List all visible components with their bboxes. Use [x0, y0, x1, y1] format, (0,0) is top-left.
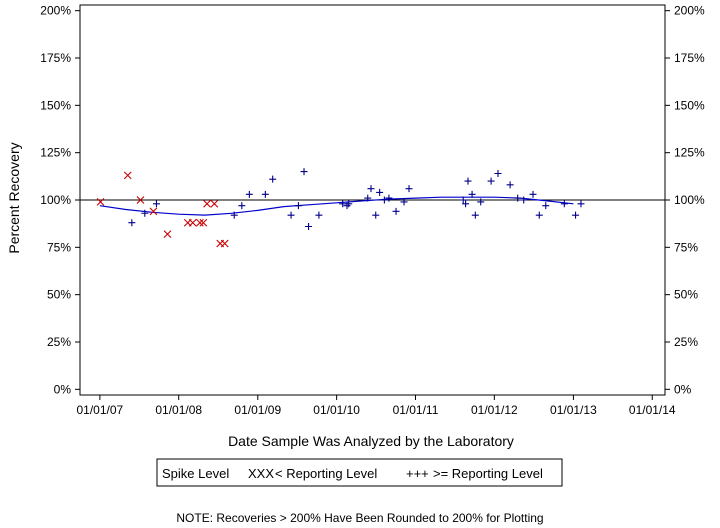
trend-line-group — [99, 196, 574, 216]
point-above-reporting-level — [520, 196, 528, 204]
y-axis-title: Percent Recovery — [6, 142, 22, 253]
y-tick-label-left: 0% — [54, 382, 72, 396]
point-above-reporting-level — [305, 223, 313, 231]
point-above-reporting-level — [535, 211, 543, 219]
point-above-reporting-level — [343, 202, 351, 210]
point-above-reporting-level — [152, 200, 160, 208]
point-above-reporting-level — [471, 211, 479, 219]
legend-label-below-rl: < Reporting Level — [275, 466, 377, 481]
y-tick-label-right: 0% — [674, 382, 692, 396]
point-above-reporting-level — [542, 202, 550, 210]
point-below-reporting-level — [149, 207, 158, 216]
point-above-reporting-level — [400, 198, 408, 206]
point-above-reporting-level — [494, 169, 502, 177]
point-above-reporting-level — [367, 185, 375, 193]
point-below-reporting-level — [188, 218, 197, 227]
legend-glyph-above-rl: +++ — [406, 466, 429, 481]
y-tick-label-right: 25% — [674, 335, 698, 349]
y-tick-label-right: 175% — [674, 51, 705, 65]
point-above-reporting-level — [238, 202, 246, 210]
y-tick-label-left: 150% — [40, 98, 71, 112]
x-tick-label: 01/01/11 — [393, 403, 439, 417]
x-tick-label: 01/01/13 — [550, 403, 597, 417]
y-tick-label-left: 125% — [40, 146, 71, 160]
y-tick-label-left: 50% — [47, 288, 71, 302]
point-above-reporting-level — [300, 168, 308, 176]
y-tick-label-left: 100% — [40, 193, 71, 207]
point-above-reporting-level — [506, 181, 514, 189]
point-above-reporting-level — [459, 196, 467, 204]
x-tick-label: 01/01/12 — [471, 403, 518, 417]
point-above-reporting-level — [141, 209, 149, 217]
y-axis-right: 0% 25% 50% 75% 100% 125% 150% 175% 200% — [665, 4, 705, 396]
point-below-reporting-level — [210, 199, 219, 208]
x-tick-label: 01/01/07 — [77, 403, 124, 417]
plotting-note: NOTE: Recoveries > 200% Have Been Rounde… — [176, 511, 543, 525]
legend-title: Spike Level — [162, 466, 229, 481]
trend-line — [99, 196, 574, 216]
point-below-reporting-level — [96, 198, 105, 206]
point-above-reporting-level — [392, 207, 400, 215]
x-tick-label: 01/01/08 — [155, 403, 202, 417]
point-above-reporting-level — [380, 196, 388, 204]
point-above-reporting-level — [529, 190, 537, 198]
point-above-reporting-level — [560, 200, 568, 208]
x-tick-label: 01/01/14 — [629, 403, 676, 417]
point-above-reporting-level — [230, 211, 238, 219]
x-axis: 01/01/07 01/01/08 01/01/09 01/01/10 01/01/11… — [77, 395, 676, 417]
point-below-reporting-level — [199, 218, 208, 227]
data-points — [96, 168, 585, 248]
point-above-reporting-level — [128, 219, 136, 227]
y-tick-label-left: 175% — [40, 51, 71, 65]
point-above-reporting-level — [245, 190, 253, 198]
point-above-reporting-level — [464, 177, 472, 185]
point-above-reporting-level — [269, 175, 277, 183]
point-above-reporting-level — [261, 190, 269, 198]
y-axis-left: 0% 25% 50% 75% 100% 125% 150% 175% 200% — [40, 4, 80, 396]
point-below-reporting-level — [203, 199, 211, 208]
x-tick-label: 01/01/09 — [234, 403, 281, 417]
point-above-reporting-level — [372, 211, 380, 219]
point-above-reporting-level — [405, 185, 413, 193]
point-above-reporting-level — [385, 194, 393, 202]
x-axis-title: Date Sample Was Analyzed by the Laborato… — [228, 433, 514, 449]
point-below-reporting-level — [163, 230, 172, 238]
y-tick-label-right: 125% — [674, 146, 705, 160]
point-above-reporting-level — [287, 211, 295, 219]
point-above-reporting-level — [477, 198, 485, 206]
point-above-reporting-level — [468, 190, 476, 198]
point-above-reporting-level — [376, 188, 384, 196]
point-above-reporting-level — [514, 194, 522, 202]
point-below-reporting-level — [136, 196, 145, 204]
point-above-reporting-level — [315, 211, 323, 219]
point-above-reporting-level — [462, 200, 470, 208]
legend-box — [156, 458, 563, 487]
point-above-reporting-level — [294, 202, 302, 210]
y-tick-label-left: 25% — [47, 335, 71, 349]
y-tick-label-left: 200% — [40, 4, 71, 18]
y-tick-label-right: 100% — [674, 193, 705, 207]
point-above-reporting-level — [572, 211, 580, 219]
y-tick-label-right: 150% — [674, 98, 705, 112]
point-below-reporting-level — [220, 239, 229, 248]
legend-glyph-below-rl: XXX — [248, 466, 274, 481]
point-above-reporting-level — [364, 194, 372, 202]
y-tick-label-right: 75% — [674, 240, 698, 254]
legend: Spike Level XXX < Reporting Level +++ >=… — [156, 458, 563, 487]
point-below-reporting-level — [123, 171, 132, 180]
point-above-reporting-level — [487, 177, 495, 185]
x-tick-label: 01/01/10 — [313, 403, 360, 417]
point-above-reporting-level — [345, 200, 353, 208]
y-tick-label-right: 200% — [674, 4, 705, 18]
point-below-reporting-level — [196, 218, 204, 227]
y-tick-label-right: 50% — [674, 288, 698, 302]
y-tick-label-left: 75% — [47, 240, 71, 254]
point-above-reporting-level — [577, 200, 585, 208]
point-above-reporting-level — [339, 200, 347, 208]
legend-label-above-rl: >= Reporting Level — [433, 466, 543, 481]
